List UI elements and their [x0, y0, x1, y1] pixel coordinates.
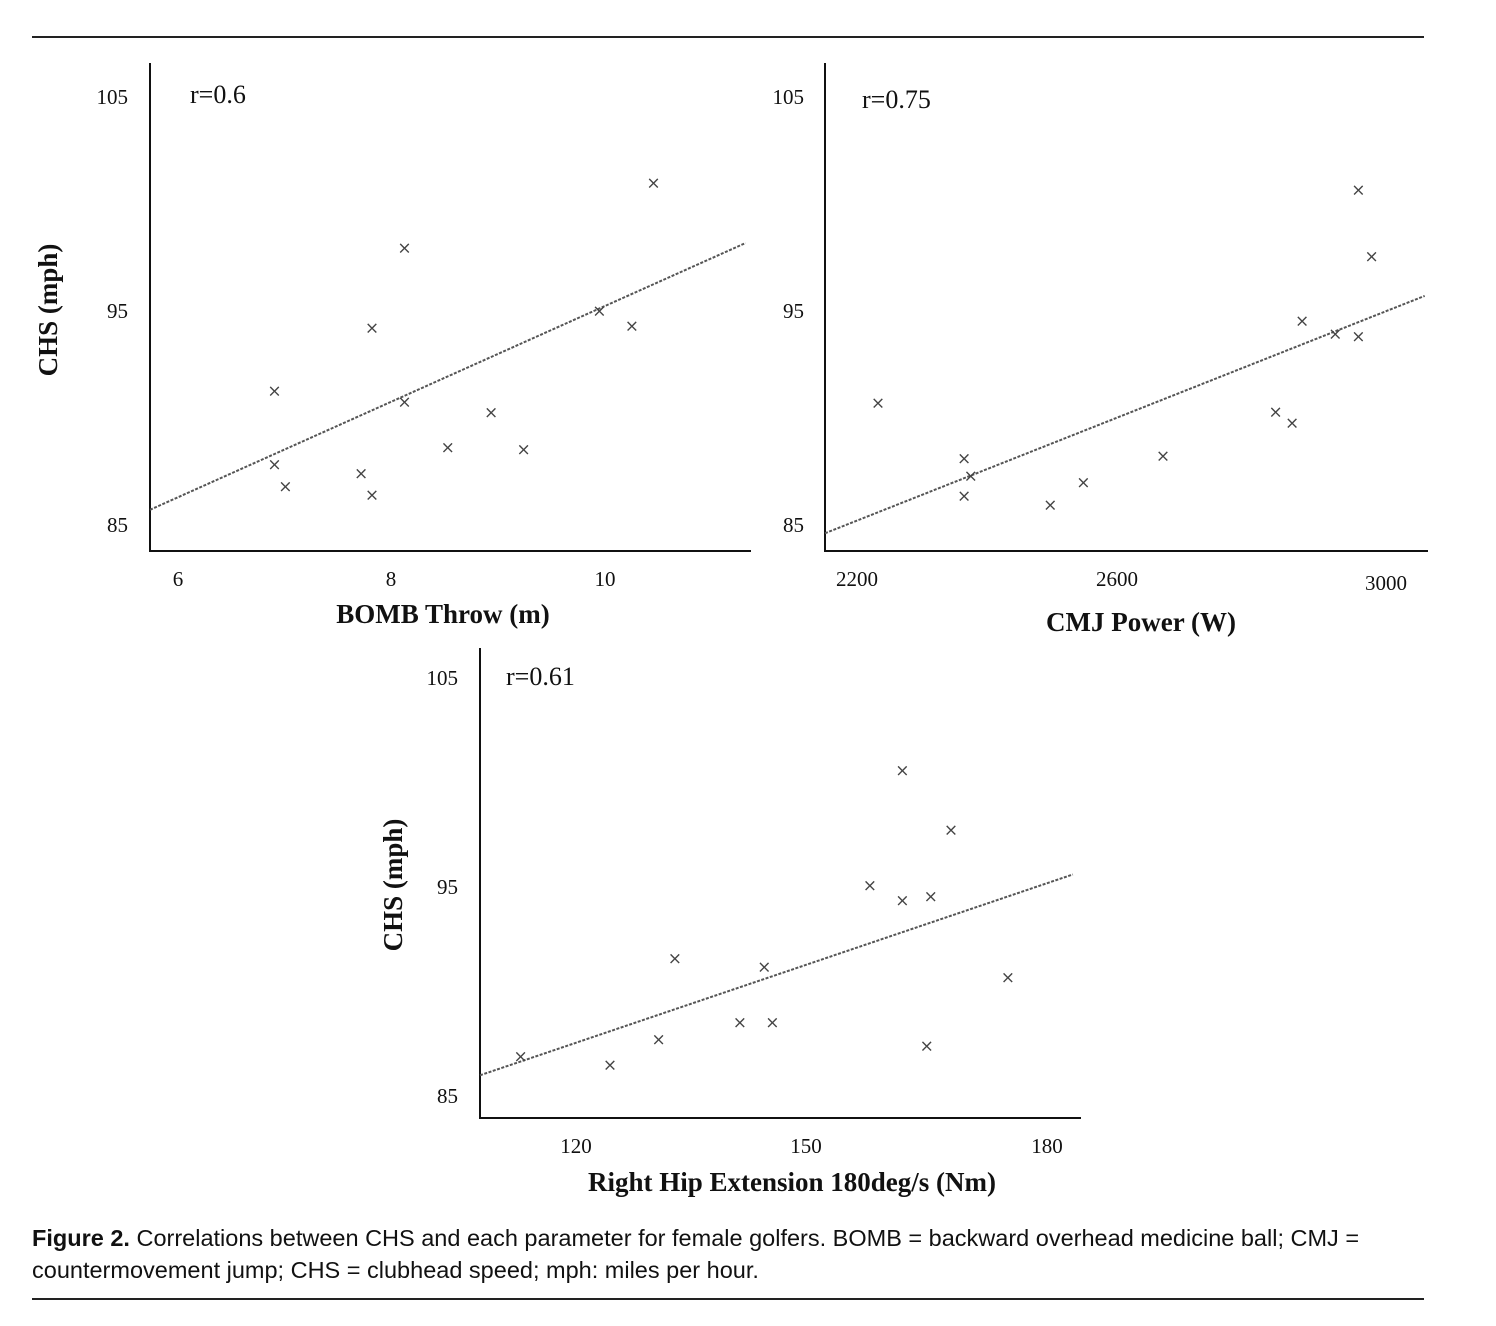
data-point: × — [365, 319, 379, 339]
x-tick-label: 2200 — [836, 567, 878, 591]
data-point: × — [516, 440, 530, 460]
trendline — [149, 242, 746, 511]
y-tick-label: 85 — [107, 513, 128, 537]
y-tick-label: 85 — [783, 513, 804, 537]
data-point: × — [397, 238, 411, 258]
annotation-r: r=0.61 — [506, 662, 575, 691]
data-point: × — [895, 761, 909, 781]
data-points: ×××××××××××××× — [871, 180, 1379, 515]
annotation-r: r=0.75 — [862, 85, 931, 114]
x-axis-label: CMJ Power (W) — [1046, 607, 1236, 637]
y-axis-label: CHS (mph) — [33, 244, 63, 377]
x-tick-label: 3000 — [1365, 571, 1407, 595]
figure-caption: Figure 2. Correlations between CHS and e… — [32, 1222, 1432, 1286]
data-point: × — [1076, 473, 1090, 493]
x-tick-label: 2600 — [1096, 567, 1138, 591]
trendline — [824, 294, 1426, 535]
data-point: × — [1156, 447, 1170, 467]
top-rule — [32, 36, 1424, 38]
data-point: × — [441, 438, 455, 458]
data-point: × — [1295, 311, 1309, 331]
data-point: × — [1001, 968, 1015, 988]
data-point: × — [871, 393, 885, 413]
data-point: × — [765, 1013, 779, 1033]
x-tick-label: 8 — [386, 567, 397, 591]
figure-panels: r=0.6 85 95 105 6 8 10 BOMB Throw (m) CH… — [33, 63, 1428, 1197]
data-point: × — [652, 1030, 666, 1050]
data-point: × — [944, 821, 958, 841]
x-axis-label: BOMB Throw (m) — [336, 599, 550, 629]
y-tick-label: 85 — [437, 1084, 458, 1108]
x-tick-label: 150 — [790, 1134, 822, 1158]
data-point: × — [267, 382, 281, 402]
data-point: × — [924, 887, 938, 907]
data-point: × — [646, 173, 660, 193]
data-point: × — [484, 403, 498, 423]
chart-bomb: r=0.6 85 95 105 6 8 10 BOMB Throw (m) CH… — [33, 63, 751, 629]
y-tick-label: 105 — [427, 666, 459, 690]
data-point: × — [354, 464, 368, 484]
data-point: × — [278, 477, 292, 497]
data-point: × — [895, 891, 909, 911]
y-axis-label: CHS (mph) — [378, 819, 408, 952]
trendline — [479, 873, 1074, 1077]
data-points: × × × × × × × × × × × × × × — [513, 761, 1015, 1076]
data-point: × — [1268, 402, 1282, 422]
x-tick-label: 120 — [560, 1134, 592, 1158]
data-point: × — [733, 1013, 747, 1033]
y-tick-label: 95 — [107, 299, 128, 323]
data-point: × — [920, 1036, 934, 1056]
data-points: ×××××××××××××× — [267, 173, 660, 505]
y-tick-label: 105 — [773, 85, 805, 109]
data-point: × — [957, 449, 971, 469]
data-point: × — [1351, 327, 1365, 347]
y-tick-label: 95 — [783, 299, 804, 323]
caption-label: Figure 2. — [32, 1225, 130, 1251]
data-point: × — [1365, 247, 1379, 267]
data-point: × — [513, 1047, 527, 1067]
data-point: × — [863, 876, 877, 896]
data-point: × — [964, 467, 978, 487]
bottom-rule — [32, 1298, 1424, 1300]
data-point: × — [625, 316, 639, 336]
y-tick-label: 95 — [437, 875, 458, 899]
data-point: × — [365, 486, 379, 506]
annotation-r: r=0.6 — [190, 80, 246, 109]
data-point: × — [957, 487, 971, 507]
x-tick-label: 10 — [595, 567, 616, 591]
data-point: × — [1328, 325, 1342, 345]
caption-text: Correlations between CHS and each parame… — [32, 1225, 1360, 1283]
y-tick-label: 105 — [97, 85, 129, 109]
data-point: × — [1285, 413, 1299, 433]
x-axis-label: Right Hip Extension 180deg/s (Nm) — [588, 1167, 996, 1197]
data-point: × — [267, 455, 281, 475]
chart-cmj: r=0.75 85 95 105 2200 2600 3000 CMJ Powe… — [773, 63, 1428, 637]
x-tick-label: 180 — [1031, 1134, 1063, 1158]
chart-hip: r=0.61 85 95 105 120 150 180 Right Hip E… — [378, 648, 1081, 1197]
data-point: × — [668, 949, 682, 969]
x-tick-label: 6 — [173, 567, 184, 591]
data-point: × — [1043, 495, 1057, 515]
data-point: × — [1351, 180, 1365, 200]
data-point: × — [603, 1056, 617, 1076]
data-point: × — [757, 957, 771, 977]
data-point: × — [397, 392, 411, 412]
data-point: × — [592, 301, 606, 321]
